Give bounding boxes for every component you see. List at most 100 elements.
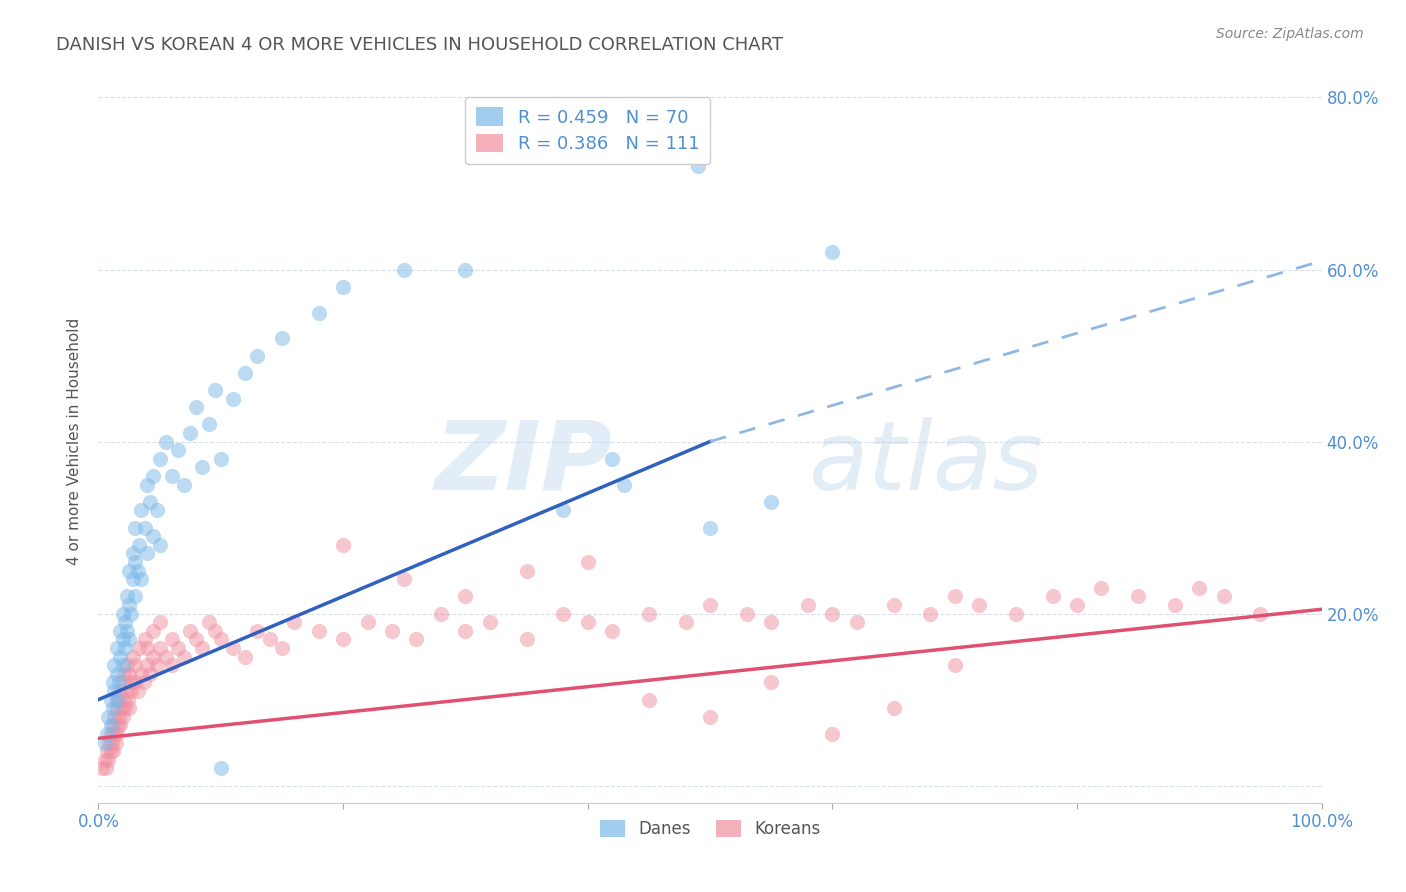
Point <box>134 632 156 647</box>
Point <box>110 684 132 698</box>
Point <box>478 615 501 630</box>
Point <box>105 692 128 706</box>
Point <box>308 624 330 638</box>
Point <box>117 692 139 706</box>
Point <box>129 666 152 681</box>
Point <box>120 607 142 621</box>
Point <box>121 572 143 586</box>
Point <box>100 744 122 758</box>
Point <box>308 305 330 319</box>
Point <box>1090 581 1112 595</box>
Point <box>943 590 966 604</box>
Point <box>246 624 269 638</box>
Point <box>114 701 136 715</box>
Point <box>259 632 281 647</box>
Point <box>121 546 143 560</box>
Point <box>115 590 138 604</box>
Point <box>392 572 416 586</box>
Point <box>1066 598 1088 612</box>
Point <box>97 753 120 767</box>
Point <box>136 477 159 491</box>
Point <box>97 710 120 724</box>
Point <box>115 684 138 698</box>
Point <box>1004 607 1026 621</box>
Point <box>120 675 142 690</box>
Point <box>111 710 134 724</box>
Point <box>356 615 378 630</box>
Point <box>112 692 135 706</box>
Point <box>118 701 141 715</box>
Point <box>114 640 136 655</box>
Point <box>111 675 134 690</box>
Point <box>167 443 190 458</box>
Point <box>204 383 226 397</box>
Point <box>103 684 125 698</box>
Point <box>100 727 122 741</box>
Point <box>515 632 537 647</box>
Point <box>108 710 131 724</box>
Point <box>761 494 783 508</box>
Point <box>129 572 152 586</box>
Point <box>209 761 232 775</box>
Point <box>96 727 118 741</box>
Point <box>883 598 905 612</box>
Point <box>149 640 172 655</box>
Y-axis label: 4 or more Vehicles in Household: 4 or more Vehicles in Household <box>67 318 83 566</box>
Text: atlas: atlas <box>808 417 1043 509</box>
Point <box>222 392 245 406</box>
Point <box>100 718 122 732</box>
Point <box>821 607 844 621</box>
Point <box>136 658 159 673</box>
Point <box>114 615 136 630</box>
Point <box>105 701 128 715</box>
Point <box>139 494 162 508</box>
Point <box>107 692 129 706</box>
Point <box>104 735 127 749</box>
Point <box>454 590 477 604</box>
Point <box>142 624 165 638</box>
Point <box>142 649 165 664</box>
Point <box>553 607 575 621</box>
Point <box>173 649 195 664</box>
Point <box>146 658 169 673</box>
Point <box>110 718 132 732</box>
Point <box>332 538 354 552</box>
Point <box>118 598 141 612</box>
Point <box>167 640 190 655</box>
Point <box>124 520 146 534</box>
Point <box>209 632 232 647</box>
Point <box>98 735 121 749</box>
Point <box>686 159 709 173</box>
Point <box>105 727 128 741</box>
Point <box>222 640 245 655</box>
Point <box>173 477 195 491</box>
Point <box>101 718 124 732</box>
Point <box>179 425 201 440</box>
Point <box>332 279 354 293</box>
Point <box>107 718 129 732</box>
Point <box>430 607 453 621</box>
Point <box>209 451 232 466</box>
Point <box>392 262 416 277</box>
Point <box>105 666 128 681</box>
Point <box>124 590 146 604</box>
Point <box>124 675 146 690</box>
Point <box>111 607 134 621</box>
Point <box>136 546 159 560</box>
Point <box>118 666 141 681</box>
Point <box>110 624 132 638</box>
Point <box>96 744 118 758</box>
Point <box>93 753 115 767</box>
Point <box>883 701 905 715</box>
Point <box>127 684 149 698</box>
Point <box>179 624 201 638</box>
Point <box>381 624 404 638</box>
Point <box>920 607 942 621</box>
Point <box>146 503 169 517</box>
Point <box>821 245 844 260</box>
Point <box>613 477 636 491</box>
Point <box>1188 581 1211 595</box>
Point <box>576 615 599 630</box>
Point <box>797 598 820 612</box>
Point <box>101 744 124 758</box>
